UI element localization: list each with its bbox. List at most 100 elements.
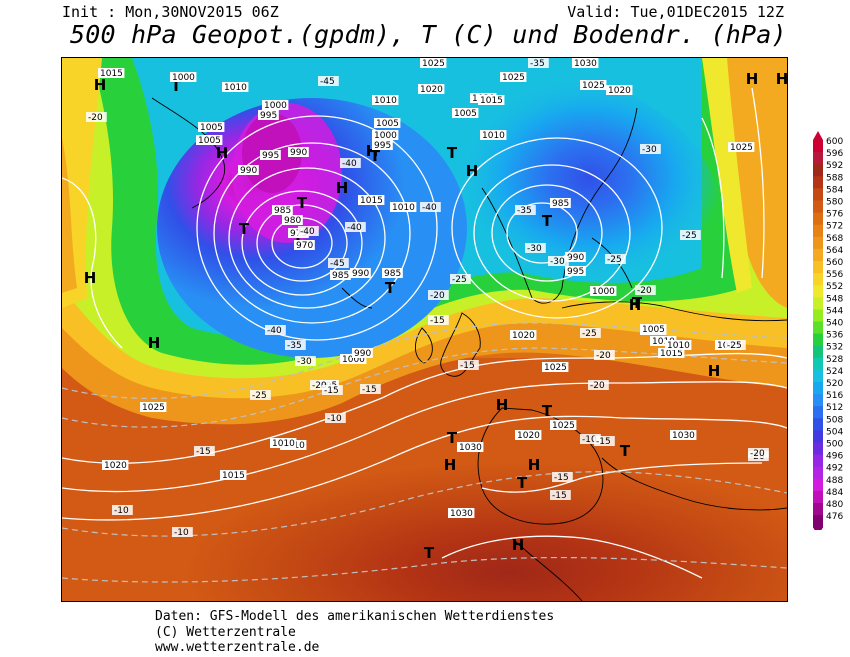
scale-arrow-top <box>813 131 823 140</box>
scale-swatch <box>813 297 823 310</box>
temperature-label-bg <box>580 328 601 338</box>
temperature-label-bg <box>318 76 339 86</box>
temperature-label-bg <box>250 390 271 400</box>
scale-label: 512 <box>826 403 843 413</box>
isobar-label-bg <box>515 430 542 440</box>
color-scale: 600 596 592 588 584 580 576 572 568 564 560 556 552 5… <box>813 131 843 530</box>
scale-swatch <box>813 418 823 431</box>
temperature-label-bg <box>605 254 626 264</box>
scale-label: 516 <box>826 391 843 401</box>
high-pressure-marker: H <box>528 456 541 474</box>
isobar-label: 1005 <box>454 109 477 119</box>
temperature-label-bg <box>635 285 656 295</box>
temperature-label: -20 <box>596 351 611 361</box>
scale-label: 584 <box>826 185 843 195</box>
temperature-label-bg <box>285 340 306 350</box>
isobar-label: 980 <box>284 216 301 226</box>
isobar-label: 1025 <box>730 143 753 153</box>
scale-label: 592 <box>826 161 843 171</box>
temperature-label-bg <box>322 385 343 395</box>
low-pressure-marker: T <box>517 474 528 492</box>
isobar-label-bg <box>550 420 577 430</box>
scale-label: 588 <box>826 173 843 183</box>
low-pressure-marker: T <box>297 194 308 212</box>
scale-swatch <box>813 176 823 189</box>
isobar-label-bg <box>198 122 225 132</box>
scale-label: 532 <box>826 343 843 353</box>
scale-label: 548 <box>826 294 843 304</box>
temperature-label: -35 <box>530 59 545 69</box>
isobar-label-bg <box>372 130 399 140</box>
isobar-label-bg <box>272 205 293 215</box>
scale-swatch <box>813 261 823 274</box>
temperature-label: -15 <box>196 447 211 457</box>
isobar-label-bg <box>258 110 279 120</box>
temperature-label: -20 <box>750 449 765 459</box>
isobar-label-bg <box>728 142 755 152</box>
scale-swatch <box>813 164 823 177</box>
temperature-label-bg <box>640 144 661 154</box>
scale-swatch <box>813 478 823 492</box>
isobar-label: 1025 <box>552 421 575 431</box>
isobar-label-bg <box>420 58 447 68</box>
isobar-label-bg <box>330 270 351 280</box>
scale-swatch <box>813 430 823 443</box>
isobar-label-bg <box>452 108 479 118</box>
isobar-label-bg <box>260 150 281 160</box>
scale-swatch <box>813 345 823 359</box>
isobar-label: 1010 <box>482 131 505 141</box>
scale-swatch <box>813 212 823 226</box>
scale-label: 556 <box>826 270 843 280</box>
temperature-label-bg <box>265 325 286 335</box>
scale-label: 520 <box>826 379 843 389</box>
isobar-label: 1025 <box>544 363 567 373</box>
temperature-label-bg <box>528 58 549 68</box>
isobar-label-bg <box>372 140 393 150</box>
high-pressure-marker: H <box>776 70 787 88</box>
isobar-label: 985 <box>332 271 349 281</box>
scale-label: 524 <box>826 367 843 377</box>
isobar-label-bg <box>480 130 507 140</box>
scale-swatch <box>813 188 823 201</box>
temperature-label: -15 <box>460 361 475 371</box>
isobar-label: 1020 <box>608 86 631 96</box>
isobar-label: 1025 <box>422 59 445 69</box>
temperature-label: -40 <box>422 203 437 213</box>
temperature-label-bg <box>552 472 573 482</box>
isobar-label: 1015 <box>100 69 123 79</box>
isobar-label-bg <box>478 95 505 105</box>
isobar-label-bg <box>98 68 125 78</box>
isobar-label: 990 <box>354 349 371 359</box>
isobar-label-bg <box>288 147 309 157</box>
temperature-label: -30 <box>550 257 565 267</box>
temperature-label: -15 <box>324 386 339 396</box>
temperature-label-bg <box>725 340 746 350</box>
valid-time: Valid: Tue,01DEC2015 12Z <box>567 3 784 21</box>
isobar-label-bg <box>658 348 685 358</box>
high-pressure-marker: H <box>746 70 759 88</box>
scale-label: 552 <box>826 282 843 292</box>
temperature-label: -15 <box>596 437 611 447</box>
scale-swatch <box>813 309 823 322</box>
west-orange <box>62 138 77 293</box>
isobar-label-bg <box>606 85 633 95</box>
low-pressure-marker: T <box>447 144 458 162</box>
temperature-label-bg <box>428 290 449 300</box>
isobar-label: 970 <box>296 241 313 251</box>
isobar-label-bg <box>542 362 569 372</box>
temperature-label-bg <box>112 505 133 515</box>
init-time: Init : Mon,30NOV2015 06Z <box>62 3 279 21</box>
temperature-label-bg <box>420 202 441 212</box>
isobar-label-bg <box>500 72 527 82</box>
footer-website: www.wetterzentrale.de <box>155 640 320 655</box>
isobar-label: 995 <box>567 267 584 277</box>
isobar-label: 1005 <box>376 119 399 129</box>
map-title: 500 hPa Geopot.(gpdm), T (C) und Bodendr… <box>70 20 787 49</box>
scale-swatch <box>813 248 823 262</box>
temperature-label: -20 <box>88 113 103 123</box>
temperature-label: -15 <box>430 316 445 326</box>
isobar-label: 1000 <box>172 73 195 83</box>
low-pressure-marker: T <box>447 429 458 447</box>
high-pressure-marker: H <box>216 144 229 162</box>
isobar-label-bg <box>448 508 475 518</box>
